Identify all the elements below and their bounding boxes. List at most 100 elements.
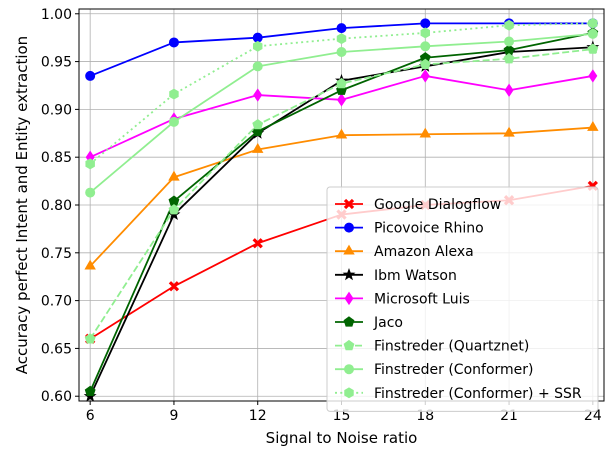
x-tick-label: 6 xyxy=(86,408,95,424)
legend-label: Ibm Watson xyxy=(374,268,457,284)
legend-label: Picovoice Rhino xyxy=(374,221,484,237)
marker-shape xyxy=(588,69,598,83)
marker-shape xyxy=(343,316,355,327)
legend-item: Jaco xyxy=(335,315,403,331)
marker-shape xyxy=(419,58,431,70)
legend-item: Finstreder (Conformer) xyxy=(335,362,534,378)
data-point xyxy=(337,93,346,107)
marker-shape xyxy=(504,19,514,31)
data-point xyxy=(84,385,96,397)
data-point xyxy=(503,126,515,137)
legend-marker xyxy=(343,339,355,351)
data-point xyxy=(252,238,263,249)
marker-shape xyxy=(420,18,431,29)
marker-shape xyxy=(420,41,431,52)
y-tick-label: 0.85 xyxy=(41,150,72,166)
marker-shape xyxy=(335,128,348,139)
data-point xyxy=(168,281,180,292)
legend-item: Amazon Alexa xyxy=(335,244,474,260)
marker-shape xyxy=(252,142,264,153)
data-point xyxy=(336,23,347,34)
marker-shape xyxy=(168,116,179,127)
legend-label: Finstreder (Quartznet) xyxy=(374,339,529,355)
legend-marker xyxy=(344,222,354,233)
marker-shape xyxy=(252,40,263,52)
legend-item: Finstreder (Quartznet) xyxy=(335,339,529,355)
legend-marker xyxy=(342,268,356,281)
data-point xyxy=(168,204,180,215)
legend-marker xyxy=(344,387,354,399)
marker-shape xyxy=(85,70,96,81)
data-point xyxy=(336,47,347,58)
marker-shape xyxy=(420,27,431,39)
y-axis-label: Accuracy perfect Intent and Entity extra… xyxy=(13,36,31,374)
legend-item: Finstreder (Conformer) + SSR xyxy=(335,386,582,402)
marker-shape xyxy=(168,170,180,181)
marker-shape xyxy=(504,36,515,47)
data-point xyxy=(336,77,347,89)
data-point xyxy=(252,142,264,153)
marker-shape xyxy=(343,244,355,255)
marker-shape xyxy=(252,118,264,130)
legend-label: Jaco xyxy=(373,315,403,331)
y-tick-label: 0.65 xyxy=(41,341,72,357)
marker-shape xyxy=(343,198,355,210)
legend-marker xyxy=(343,316,355,327)
marker-shape xyxy=(252,238,263,249)
series-6 xyxy=(84,43,599,344)
y-tick-label: 0.70 xyxy=(41,294,72,310)
data-point xyxy=(588,17,598,29)
series-2 xyxy=(84,120,599,270)
series-8 xyxy=(85,17,598,170)
x-tick-label: 12 xyxy=(249,408,267,424)
legend-label: Finstreder (Conformer) + SSR xyxy=(374,386,582,402)
legend-item: Ibm Watson xyxy=(335,268,457,284)
data-point xyxy=(168,116,179,127)
y-tick-label: 0.90 xyxy=(41,102,72,118)
marker-shape xyxy=(504,83,514,97)
marker-shape xyxy=(252,61,263,72)
series-layer xyxy=(83,17,600,402)
marker-shape xyxy=(168,281,180,292)
data-point xyxy=(504,83,514,97)
legend-item: Picovoice Rhino xyxy=(335,221,484,237)
data-point xyxy=(419,58,431,70)
marker-shape xyxy=(336,77,347,89)
marker-shape xyxy=(168,204,180,215)
marker-shape xyxy=(344,291,354,306)
legend-label: Amazon Alexa xyxy=(374,244,474,260)
marker-shape xyxy=(503,126,515,137)
data-point xyxy=(85,70,96,81)
marker-shape xyxy=(344,222,354,233)
marker-shape xyxy=(253,88,263,102)
marker-shape xyxy=(169,88,179,100)
data-point xyxy=(587,43,599,54)
x-tick-label: 15 xyxy=(333,408,351,424)
marker-shape xyxy=(587,43,599,54)
marker-shape xyxy=(587,28,598,39)
legend-marker xyxy=(343,198,355,210)
y-tick-label: 0.80 xyxy=(41,198,72,214)
legend-marker xyxy=(343,244,355,255)
data-point xyxy=(504,19,514,31)
x-tick-label: 24 xyxy=(584,408,602,424)
data-point xyxy=(503,53,515,64)
data-point xyxy=(335,128,348,139)
data-point xyxy=(168,37,179,48)
data-point xyxy=(168,170,180,181)
data-point xyxy=(587,120,599,131)
data-point xyxy=(420,18,431,29)
marker-shape xyxy=(84,333,96,344)
marker-shape xyxy=(336,33,347,45)
marker-shape xyxy=(85,187,96,198)
marker-shape xyxy=(588,17,598,29)
marker-shape xyxy=(587,120,599,131)
legend-label: Microsoft Luis xyxy=(374,291,470,307)
y-tick-label: 0.95 xyxy=(41,55,72,71)
x-tick-label: 9 xyxy=(169,408,178,424)
data-point xyxy=(420,27,431,39)
data-point xyxy=(420,69,430,83)
legend-label: Finstreder (Conformer) xyxy=(374,362,534,378)
data-point xyxy=(169,88,179,100)
